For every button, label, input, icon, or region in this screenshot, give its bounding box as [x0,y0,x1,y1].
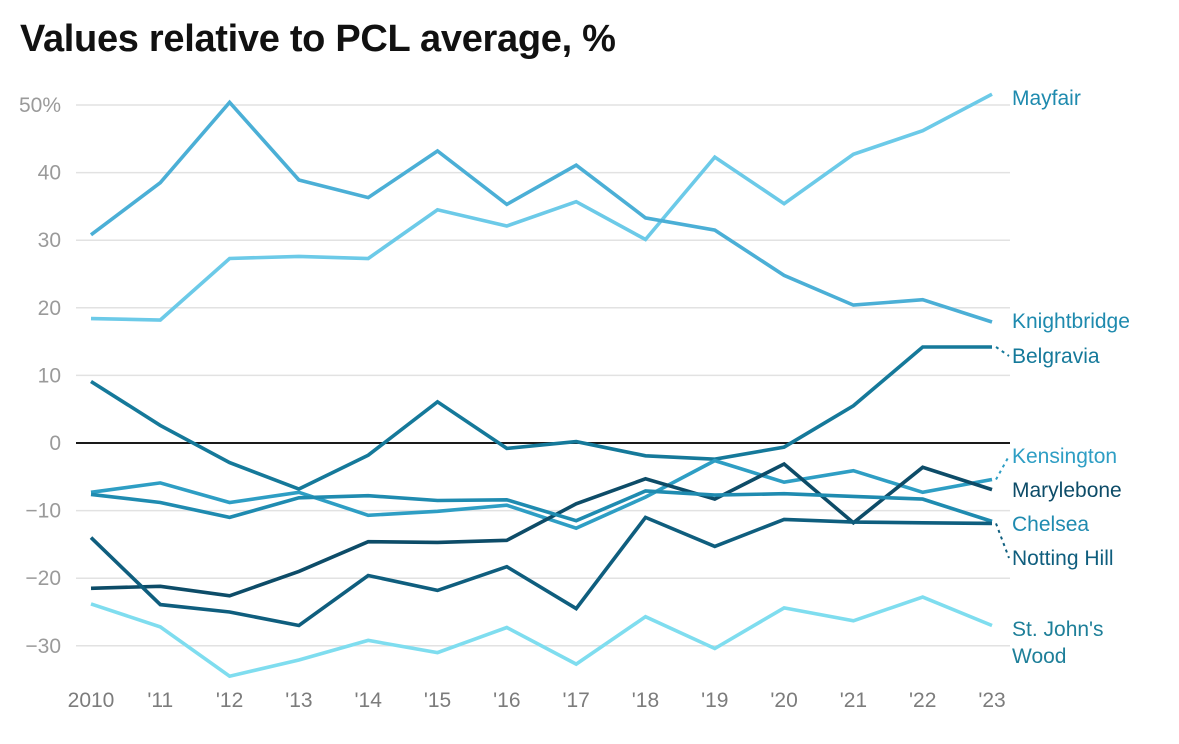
y-tick-label: 10 [38,364,61,387]
x-tick-label: '20 [770,689,797,712]
series-label-belgravia: Belgravia [1012,345,1100,368]
x-tick-label: '18 [632,689,659,712]
series-label-notting-hill: Notting Hill [1012,547,1114,570]
series-label-marylebone: Marylebone [1012,479,1122,502]
y-tick-label: 0 [49,432,61,455]
x-tick-label: '15 [424,689,451,712]
gridlines [76,104,1010,647]
y-tick-label: −10 [25,500,61,523]
x-tick-label: '17 [562,689,589,712]
y-tick-label: 50% [19,94,61,117]
series-label-kensington: Kensington [1012,445,1117,468]
label-leader-kensington [995,455,1010,480]
x-tick-label: '21 [840,689,867,712]
series-label-mayfair: Mayfair [1012,87,1081,110]
series-lines [89,92,993,679]
x-tick-label: '19 [701,689,728,712]
series-line-notting-hill [89,515,993,628]
label-leader-belgravia [995,346,1010,357]
x-tick-label: '22 [909,689,936,712]
y-tick-label: 20 [38,297,61,320]
y-tick-label: 30 [38,229,61,252]
y-axis-ticks: 50% 40 30 20 10 0 −10 −20 −30 [19,94,61,658]
series-line-belgravia [90,345,992,491]
x-axis-ticks: 2010 '11 '12 '13 '14 '15 '16 '17 '18 '19 '20 '21 '22… [68,689,1006,712]
x-tick-label: '11 [147,689,173,712]
series-line-chelsea [90,489,993,524]
series-label-chelsea: Chelsea [1012,513,1089,536]
x-tick-label: '23 [978,689,1005,712]
series-labels: Mayfair Knightbridge Belgravia Kensington Ma… [995,87,1130,668]
x-tick-label: '14 [355,689,383,712]
x-tick-label: '16 [493,689,520,712]
x-tick-label: 2010 [68,689,115,712]
y-tick-label: −20 [25,567,61,590]
series-label-knightbridge: Knightbridge [1012,310,1130,333]
series-line-mayfair [90,92,993,322]
y-tick-label: 40 [38,162,61,185]
x-tick-label: '12 [216,689,243,712]
series-line-kensington [90,458,993,531]
chart-title: Values relative to PCL average, % [20,18,616,60]
series-line-st-john-s-wood [90,595,993,679]
series-label-st-john-s-wood: St. John's [1012,618,1104,641]
x-tick-label: '13 [285,689,312,712]
series-label-st-john-s-wood: Wood [1012,645,1066,668]
label-leader-notting-hill [995,523,1010,559]
series-line-knightbridge [89,99,993,324]
series-line-marylebone [90,461,993,598]
y-tick-label: −30 [25,635,61,658]
